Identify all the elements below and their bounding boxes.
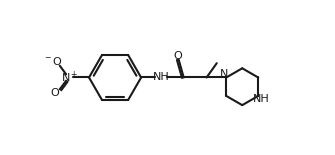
Text: NH: NH: [253, 94, 270, 104]
Text: $^-$O: $^-$O: [44, 55, 63, 67]
Text: N: N: [219, 69, 228, 79]
Text: O: O: [50, 88, 59, 98]
Text: NH: NH: [152, 73, 169, 82]
Text: N$^+$: N$^+$: [61, 70, 78, 85]
Text: O: O: [173, 51, 182, 61]
